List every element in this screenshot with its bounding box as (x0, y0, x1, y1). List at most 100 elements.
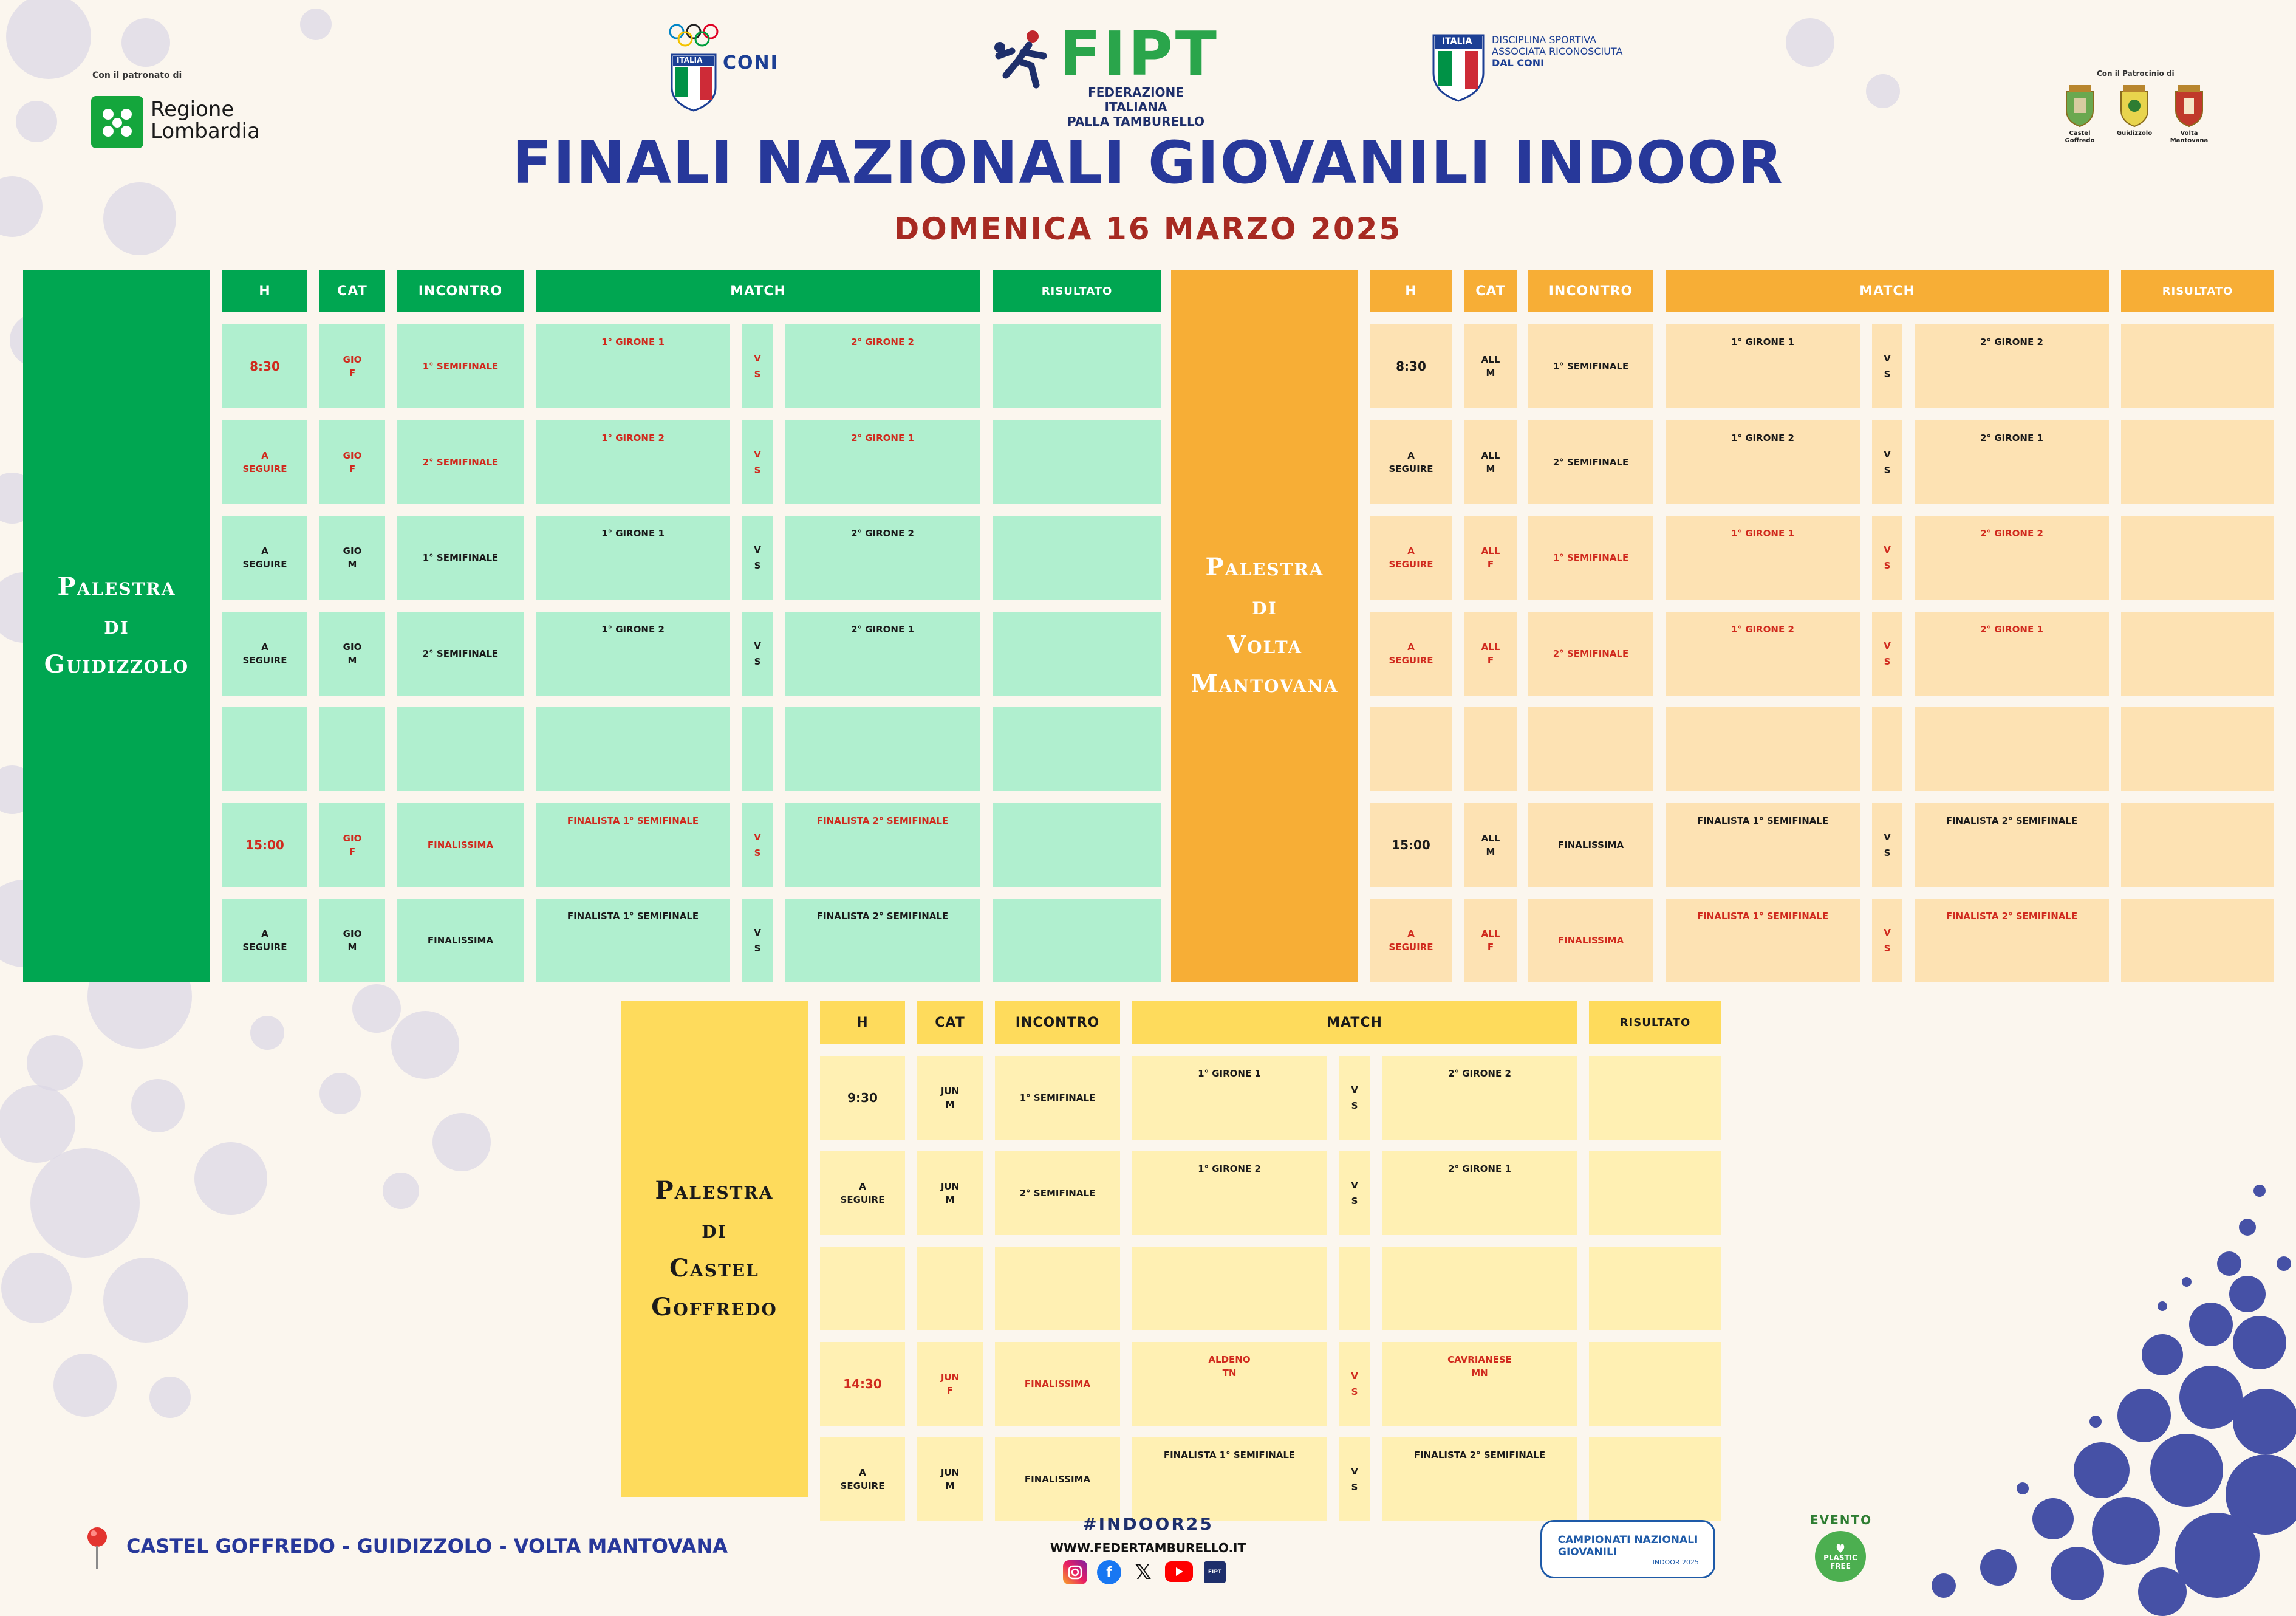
team-b-cell (1382, 1247, 1577, 1330)
background-ball (53, 1354, 117, 1417)
team-b-cell: 2° GIRONE 2 (1915, 324, 2109, 408)
background-ball-blue (2217, 1251, 2241, 1276)
time-cell: A SEGUIRE (1370, 899, 1452, 982)
venue-guidizzolo: Palestra di Guidizzolo (23, 270, 210, 982)
incontro-cell: 1° SEMIFINALE (1528, 324, 1653, 408)
vs-cell: V S (1872, 420, 1902, 504)
team-b-cell: FINALISTA 2° SEMIFINALE (785, 803, 980, 887)
vs-cell: V S (742, 611, 773, 696)
team-b-cell: 2° GIRONE 1 (1915, 611, 2109, 696)
venue-volta: Palestra di Volta Mantovana (1171, 270, 1358, 982)
column-header-h: H (1370, 270, 1452, 312)
background-ball (300, 9, 332, 40)
time-cell: 15:00 (1370, 803, 1452, 887)
column-header-match: MATCH (1666, 270, 2109, 312)
category-cell: GIO M (319, 516, 385, 600)
regione-lombardia-text: Regione Lombardia (151, 97, 260, 143)
team-b-cell: CAVRIANESE MN (1382, 1342, 1577, 1426)
fipt-caption: FEDERAZIONE ITALIANA PALLA TAMBURELLO (1067, 85, 1205, 129)
hashtag: #INDOOR25 (1082, 1514, 1214, 1534)
team-b-cell: 2° GIRONE 1 (1915, 420, 2109, 504)
fipt-player-icon (994, 27, 1059, 96)
category-cell (1464, 707, 1517, 791)
background-ball-blue (2032, 1498, 2074, 1539)
incontro-cell: 1° SEMIFINALE (1528, 516, 1653, 600)
vs-cell: V S (1872, 611, 1902, 696)
vs-cell (1872, 707, 1902, 791)
incontro-cell: FINALISSIMA (1528, 899, 1653, 982)
background-ball (30, 1148, 140, 1258)
team-b-cell: 2° GIRONE 2 (1382, 1056, 1577, 1140)
vs-cell: V S (1339, 1437, 1370, 1521)
italia-label-2: ITALIA (1442, 36, 1472, 46)
category-cell: ALL F (1464, 611, 1517, 696)
volta-mantovana-crest-icon: Volta Mantovana (2167, 85, 2211, 145)
vs-cell: V S (742, 899, 773, 982)
instagram-icon[interactable] (1063, 1560, 1087, 1584)
time-cell: A SEGUIRE (1370, 611, 1452, 696)
facebook-icon[interactable]: f (1097, 1560, 1121, 1584)
background-ball-blue (2253, 1185, 2266, 1197)
team-a-cell: 1° GIRONE 1 (1666, 516, 1860, 600)
result-cell (993, 324, 1161, 408)
fipt-small-icon: FIPT (1204, 1561, 1226, 1583)
category-cell: GIO M (319, 899, 385, 982)
vs-cell: V S (742, 420, 773, 504)
team-b-cell (785, 707, 980, 791)
column-header-incontro: INCONTRO (995, 1001, 1120, 1044)
time-cell: A SEGUIRE (820, 1151, 905, 1235)
regione-lombardia-logo-icon (91, 96, 143, 148)
time-cell (820, 1247, 905, 1330)
result-cell (2121, 899, 2274, 982)
column-header-risultato: RISULTATO (993, 270, 1161, 312)
background-ball-blue (1932, 1573, 1956, 1598)
venue-castel: Palestra di Castel Goffredo (621, 1001, 808, 1497)
category-cell: JUN M (917, 1437, 983, 1521)
background-ball-blue (2158, 1301, 2167, 1311)
category-cell: ALL F (1464, 516, 1517, 600)
result-cell (2121, 516, 2274, 600)
incontro-cell: FINALISSIMA (1528, 803, 1653, 887)
x-twitter-icon[interactable]: 𝕏 (1135, 1560, 1152, 1584)
website-link[interactable]: WWW.FEDERTAMBURELLO.IT (1050, 1541, 1246, 1555)
vs-cell (742, 707, 773, 791)
incontro-cell: 2° SEMIFINALE (995, 1151, 1120, 1235)
coni-text: CONI (723, 52, 779, 74)
background-ball (432, 1113, 491, 1171)
team-a-cell (1666, 707, 1860, 791)
vs-cell: V S (1339, 1056, 1370, 1140)
vs-cell: V S (1872, 803, 1902, 887)
vs-cell: V S (1872, 516, 1902, 600)
team-a-cell: FINALISTA 1° SEMIFINALE (1132, 1437, 1327, 1521)
incontro-cell: 1° SEMIFINALE (397, 324, 524, 408)
youtube-icon[interactable] (1165, 1561, 1193, 1582)
team-b-cell: 2° GIRONE 2 (1915, 516, 2109, 600)
campionati-badge: CAMPIONATI NAZIONALI GIOVANILI INDOOR 20… (1540, 1520, 1715, 1578)
result-cell (2121, 420, 2274, 504)
fipt-logo-text: FIPT (1059, 18, 1220, 89)
category-cell: JUN F (917, 1342, 983, 1426)
background-ball-blue (2089, 1416, 2102, 1428)
team-b-cell: FINALISTA 2° SEMIFINALE (785, 899, 980, 982)
background-ball (16, 101, 57, 142)
background-ball (6, 0, 91, 79)
incontro-cell: 2° SEMIFINALE (1528, 420, 1653, 504)
coni-shield-icon (671, 53, 717, 114)
background-ball (103, 1258, 188, 1343)
background-ball-blue (2074, 1442, 2130, 1498)
column-header-match: MATCH (536, 270, 980, 312)
vs-cell: V S (1339, 1151, 1370, 1235)
background-ball (383, 1173, 419, 1209)
column-header-risultato: RISULTATO (1589, 1001, 1721, 1044)
column-header-risultato: RISULTATO (2121, 270, 2274, 312)
time-cell: A SEGUIRE (1370, 516, 1452, 600)
team-b-cell: 2° GIRONE 2 (785, 516, 980, 600)
team-a-cell (536, 707, 730, 791)
team-a-cell: 1° GIRONE 1 (1666, 324, 1860, 408)
category-cell: ALL M (1464, 420, 1517, 504)
patrocinio-label: Con il Patrocinio di (2097, 69, 2175, 78)
result-cell (1589, 1342, 1721, 1426)
background-ball-blue (1980, 1549, 2017, 1586)
result-cell (993, 420, 1161, 504)
column-header-incontro: INCONTRO (1528, 270, 1653, 312)
